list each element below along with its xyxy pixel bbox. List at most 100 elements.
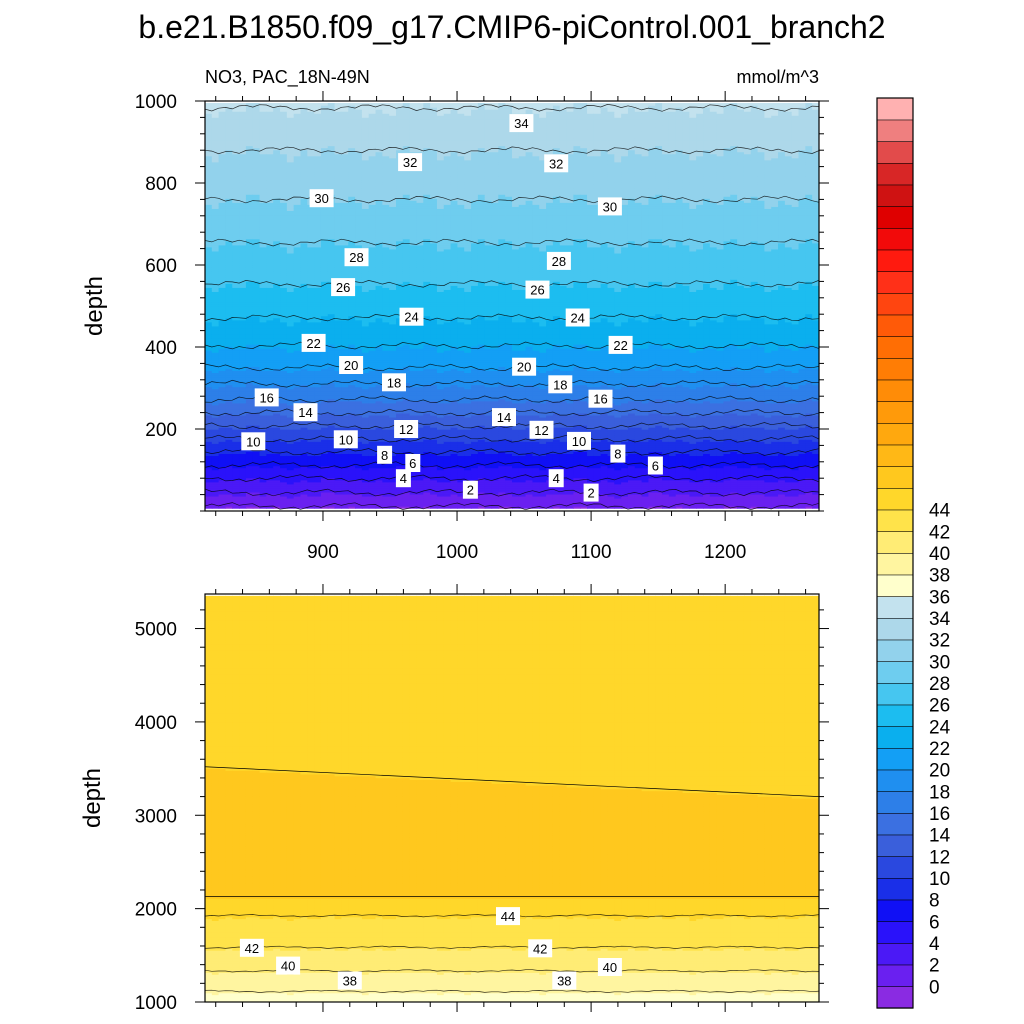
fill-cell bbox=[348, 402, 356, 406]
fill-cell bbox=[280, 469, 288, 473]
fill-cell bbox=[245, 103, 254, 106]
fill-cell bbox=[368, 315, 377, 319]
fill-cell bbox=[341, 374, 349, 378]
fill-cell bbox=[225, 342, 233, 345]
fill-cell bbox=[300, 465, 308, 469]
fill-cell bbox=[348, 392, 356, 396]
fill-cell bbox=[361, 497, 370, 501]
fill-cell bbox=[280, 400, 288, 404]
fill-cell bbox=[266, 275, 274, 278]
fill-cell bbox=[218, 291, 227, 295]
fill-cell bbox=[307, 143, 315, 147]
fill-cell bbox=[252, 210, 261, 213]
fill-cell bbox=[361, 473, 370, 477]
fill-cell bbox=[307, 437, 315, 440]
fill-cell bbox=[314, 392, 322, 396]
fill-cell bbox=[327, 441, 336, 444]
fill-cell bbox=[341, 224, 349, 228]
fill-cell bbox=[273, 285, 281, 288]
fill-cell bbox=[259, 133, 267, 137]
fill-cell bbox=[300, 364, 308, 367]
fill-cell bbox=[259, 117, 267, 120]
fill-cell bbox=[286, 421, 295, 424]
fill-cell bbox=[259, 103, 267, 106]
fill-cell bbox=[368, 301, 377, 305]
fill-cell bbox=[355, 493, 363, 497]
fill-cell bbox=[327, 431, 336, 434]
fill-cell bbox=[205, 337, 213, 341]
fill-cell bbox=[205, 311, 213, 315]
fill-cell bbox=[232, 392, 240, 396]
fill-cell bbox=[334, 423, 343, 426]
fill-cell bbox=[348, 143, 356, 147]
fill-cell bbox=[286, 467, 295, 471]
fill-cell bbox=[232, 309, 240, 313]
fill-cell bbox=[259, 504, 267, 507]
fill-cell bbox=[355, 167, 363, 171]
fill-cell bbox=[273, 491, 281, 495]
fill-cell bbox=[211, 179, 220, 183]
fill-cell bbox=[239, 184, 247, 187]
fill-cell bbox=[320, 319, 329, 323]
fill-cell bbox=[225, 184, 233, 187]
fill-cell bbox=[245, 226, 254, 230]
fill-cell bbox=[211, 117, 220, 120]
fill-cell bbox=[252, 297, 261, 301]
fill-cell bbox=[286, 453, 295, 457]
fill-cell bbox=[245, 374, 254, 378]
fill-cell bbox=[218, 248, 227, 252]
fill-cell bbox=[300, 354, 308, 357]
fill-cell bbox=[300, 220, 308, 224]
fill-cell bbox=[368, 437, 377, 440]
fill-cell bbox=[205, 380, 213, 384]
fill-cell bbox=[300, 425, 308, 428]
fill-cell bbox=[218, 487, 227, 491]
fill-cell bbox=[341, 467, 349, 471]
fill-cell bbox=[348, 147, 356, 151]
fill-cell bbox=[361, 457, 370, 461]
fill-cell bbox=[361, 394, 370, 398]
fill-cell bbox=[239, 143, 247, 147]
fill-cell bbox=[361, 483, 370, 487]
fill-cell bbox=[239, 483, 247, 487]
fill-cell bbox=[341, 123, 349, 126]
fill-cell bbox=[307, 305, 315, 309]
fill-cell bbox=[266, 451, 274, 455]
fill-cell bbox=[300, 131, 308, 135]
fill-cell bbox=[245, 277, 254, 280]
fill-cell bbox=[259, 167, 267, 171]
fill-cell bbox=[300, 105, 308, 108]
fill-cell bbox=[300, 188, 308, 191]
fill-cell bbox=[239, 161, 247, 165]
fill-cell bbox=[259, 157, 267, 161]
fill-cell bbox=[361, 374, 370, 378]
fill-cell bbox=[341, 157, 349, 161]
fill-cell bbox=[368, 469, 377, 473]
fill-cell bbox=[232, 457, 240, 461]
fill-cell bbox=[314, 483, 322, 487]
fill-cell bbox=[341, 346, 349, 349]
fill-cell bbox=[266, 344, 274, 347]
fill-cell bbox=[334, 208, 343, 211]
fill-cell bbox=[361, 222, 370, 226]
fill-cell bbox=[232, 200, 240, 203]
fill-cell bbox=[225, 325, 233, 329]
fill-cell bbox=[361, 218, 370, 222]
fill-cell bbox=[307, 441, 315, 444]
fill-cell bbox=[218, 279, 227, 282]
fill-cell bbox=[205, 323, 213, 327]
fill-cell bbox=[327, 125, 336, 128]
fill-cell bbox=[314, 273, 322, 276]
fill-cell bbox=[327, 421, 336, 424]
fill-cell bbox=[225, 441, 233, 444]
fill-cell bbox=[252, 105, 261, 108]
fill-cell bbox=[205, 186, 213, 189]
fill-cell bbox=[300, 224, 308, 228]
fill-cell bbox=[286, 208, 295, 211]
fill-cell bbox=[225, 125, 233, 128]
fill-cell bbox=[239, 115, 247, 118]
fill-cell bbox=[334, 244, 343, 248]
fill-cell bbox=[225, 109, 233, 112]
fill-cell bbox=[273, 333, 281, 337]
fill-cell bbox=[314, 299, 322, 303]
